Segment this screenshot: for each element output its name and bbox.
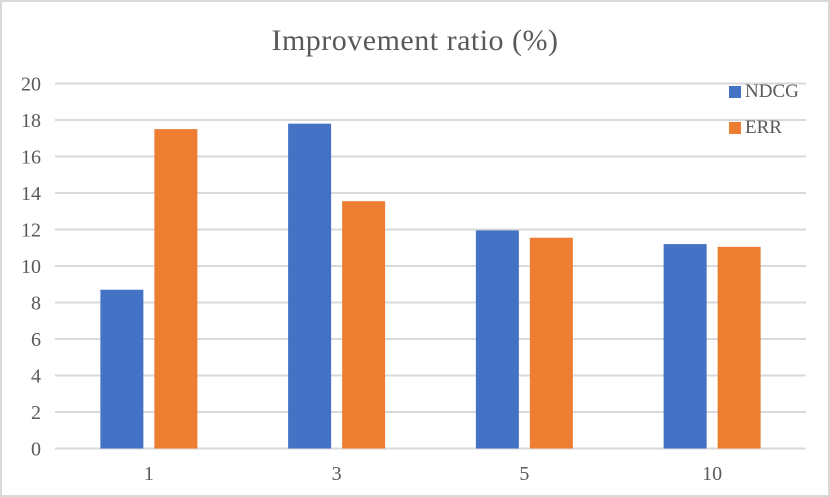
bar-err-5 [529, 237, 573, 449]
bar-err-10 [717, 246, 761, 449]
bar-ndcg-1 [100, 289, 144, 449]
chart-title: Improvement ratio (%) [271, 24, 559, 57]
x-tick-label: 10 [702, 463, 722, 485]
y-tick-label: 2 [31, 402, 41, 424]
y-tick-label: 6 [31, 329, 41, 351]
x-tick-label: 5 [519, 463, 529, 485]
ndcg-swatch-icon [729, 85, 741, 98]
err-swatch-icon [729, 121, 741, 134]
y-tick-label: 10 [21, 256, 41, 278]
bar-ndcg-10 [663, 244, 707, 449]
y-tick-label: 20 [21, 74, 41, 96]
y-tick-label: 8 [31, 293, 41, 315]
legend: NDCG ERR [729, 81, 799, 156]
legend-label-err: ERR [745, 117, 782, 138]
bar-err-1 [154, 129, 198, 449]
x-tick-label: 3 [332, 463, 342, 485]
y-tick-label: 12 [21, 220, 41, 242]
y-tick-label: 18 [21, 110, 41, 132]
bar-ndcg-5 [475, 230, 519, 449]
legend-item-ndcg: NDCG [729, 81, 799, 102]
bar-err-3 [342, 201, 386, 449]
y-tick-label: 14 [21, 183, 41, 205]
y-tick-label: 4 [31, 366, 41, 388]
bar-ndcg-3 [288, 123, 332, 449]
legend-label-ndcg: NDCG [745, 81, 799, 102]
y-tick-label: 16 [21, 147, 41, 169]
y-tick-label: 0 [31, 439, 41, 461]
legend-item-err: ERR [729, 117, 799, 138]
x-tick-label: 1 [144, 463, 154, 485]
